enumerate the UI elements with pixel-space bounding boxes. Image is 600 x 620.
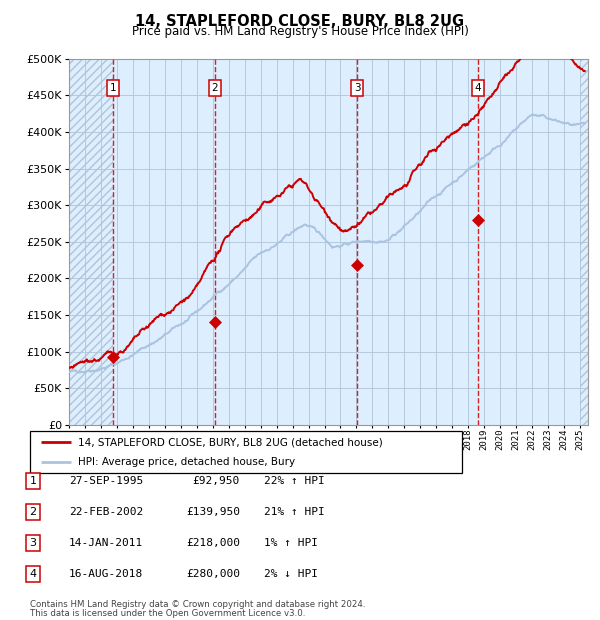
Text: Price paid vs. HM Land Registry's House Price Index (HPI): Price paid vs. HM Land Registry's House … xyxy=(131,25,469,38)
Text: This data is licensed under the Open Government Licence v3.0.: This data is licensed under the Open Gov… xyxy=(30,608,305,618)
Text: 2% ↓ HPI: 2% ↓ HPI xyxy=(264,569,318,579)
Text: 22-FEB-2002: 22-FEB-2002 xyxy=(69,507,143,517)
Text: 4: 4 xyxy=(29,569,37,579)
Text: 2: 2 xyxy=(29,507,37,517)
Text: 27-SEP-1995: 27-SEP-1995 xyxy=(69,476,143,486)
Text: 2: 2 xyxy=(212,83,218,93)
Text: Contains HM Land Registry data © Crown copyright and database right 2024.: Contains HM Land Registry data © Crown c… xyxy=(30,600,365,609)
Text: 21% ↑ HPI: 21% ↑ HPI xyxy=(264,507,325,517)
Text: 1% ↑ HPI: 1% ↑ HPI xyxy=(264,538,318,548)
Text: 22% ↑ HPI: 22% ↑ HPI xyxy=(264,476,325,486)
Text: 3: 3 xyxy=(354,83,361,93)
Text: £280,000: £280,000 xyxy=(186,569,240,579)
Text: HPI: Average price, detached house, Bury: HPI: Average price, detached house, Bury xyxy=(77,457,295,467)
Text: 1: 1 xyxy=(29,476,37,486)
Bar xyxy=(580,59,600,425)
Text: 1: 1 xyxy=(109,83,116,93)
Text: 4: 4 xyxy=(475,83,481,93)
Text: 3: 3 xyxy=(29,538,37,548)
Text: £218,000: £218,000 xyxy=(186,538,240,548)
Text: 16-AUG-2018: 16-AUG-2018 xyxy=(69,569,143,579)
Text: 14, STAPLEFORD CLOSE, BURY, BL8 2UG (detached house): 14, STAPLEFORD CLOSE, BURY, BL8 2UG (det… xyxy=(77,437,382,447)
FancyBboxPatch shape xyxy=(30,431,462,473)
Text: £92,950: £92,950 xyxy=(193,476,240,486)
Bar xyxy=(69,59,113,425)
Text: £139,950: £139,950 xyxy=(186,507,240,517)
Text: 14-JAN-2011: 14-JAN-2011 xyxy=(69,538,143,548)
Text: 14, STAPLEFORD CLOSE, BURY, BL8 2UG: 14, STAPLEFORD CLOSE, BURY, BL8 2UG xyxy=(136,14,464,29)
